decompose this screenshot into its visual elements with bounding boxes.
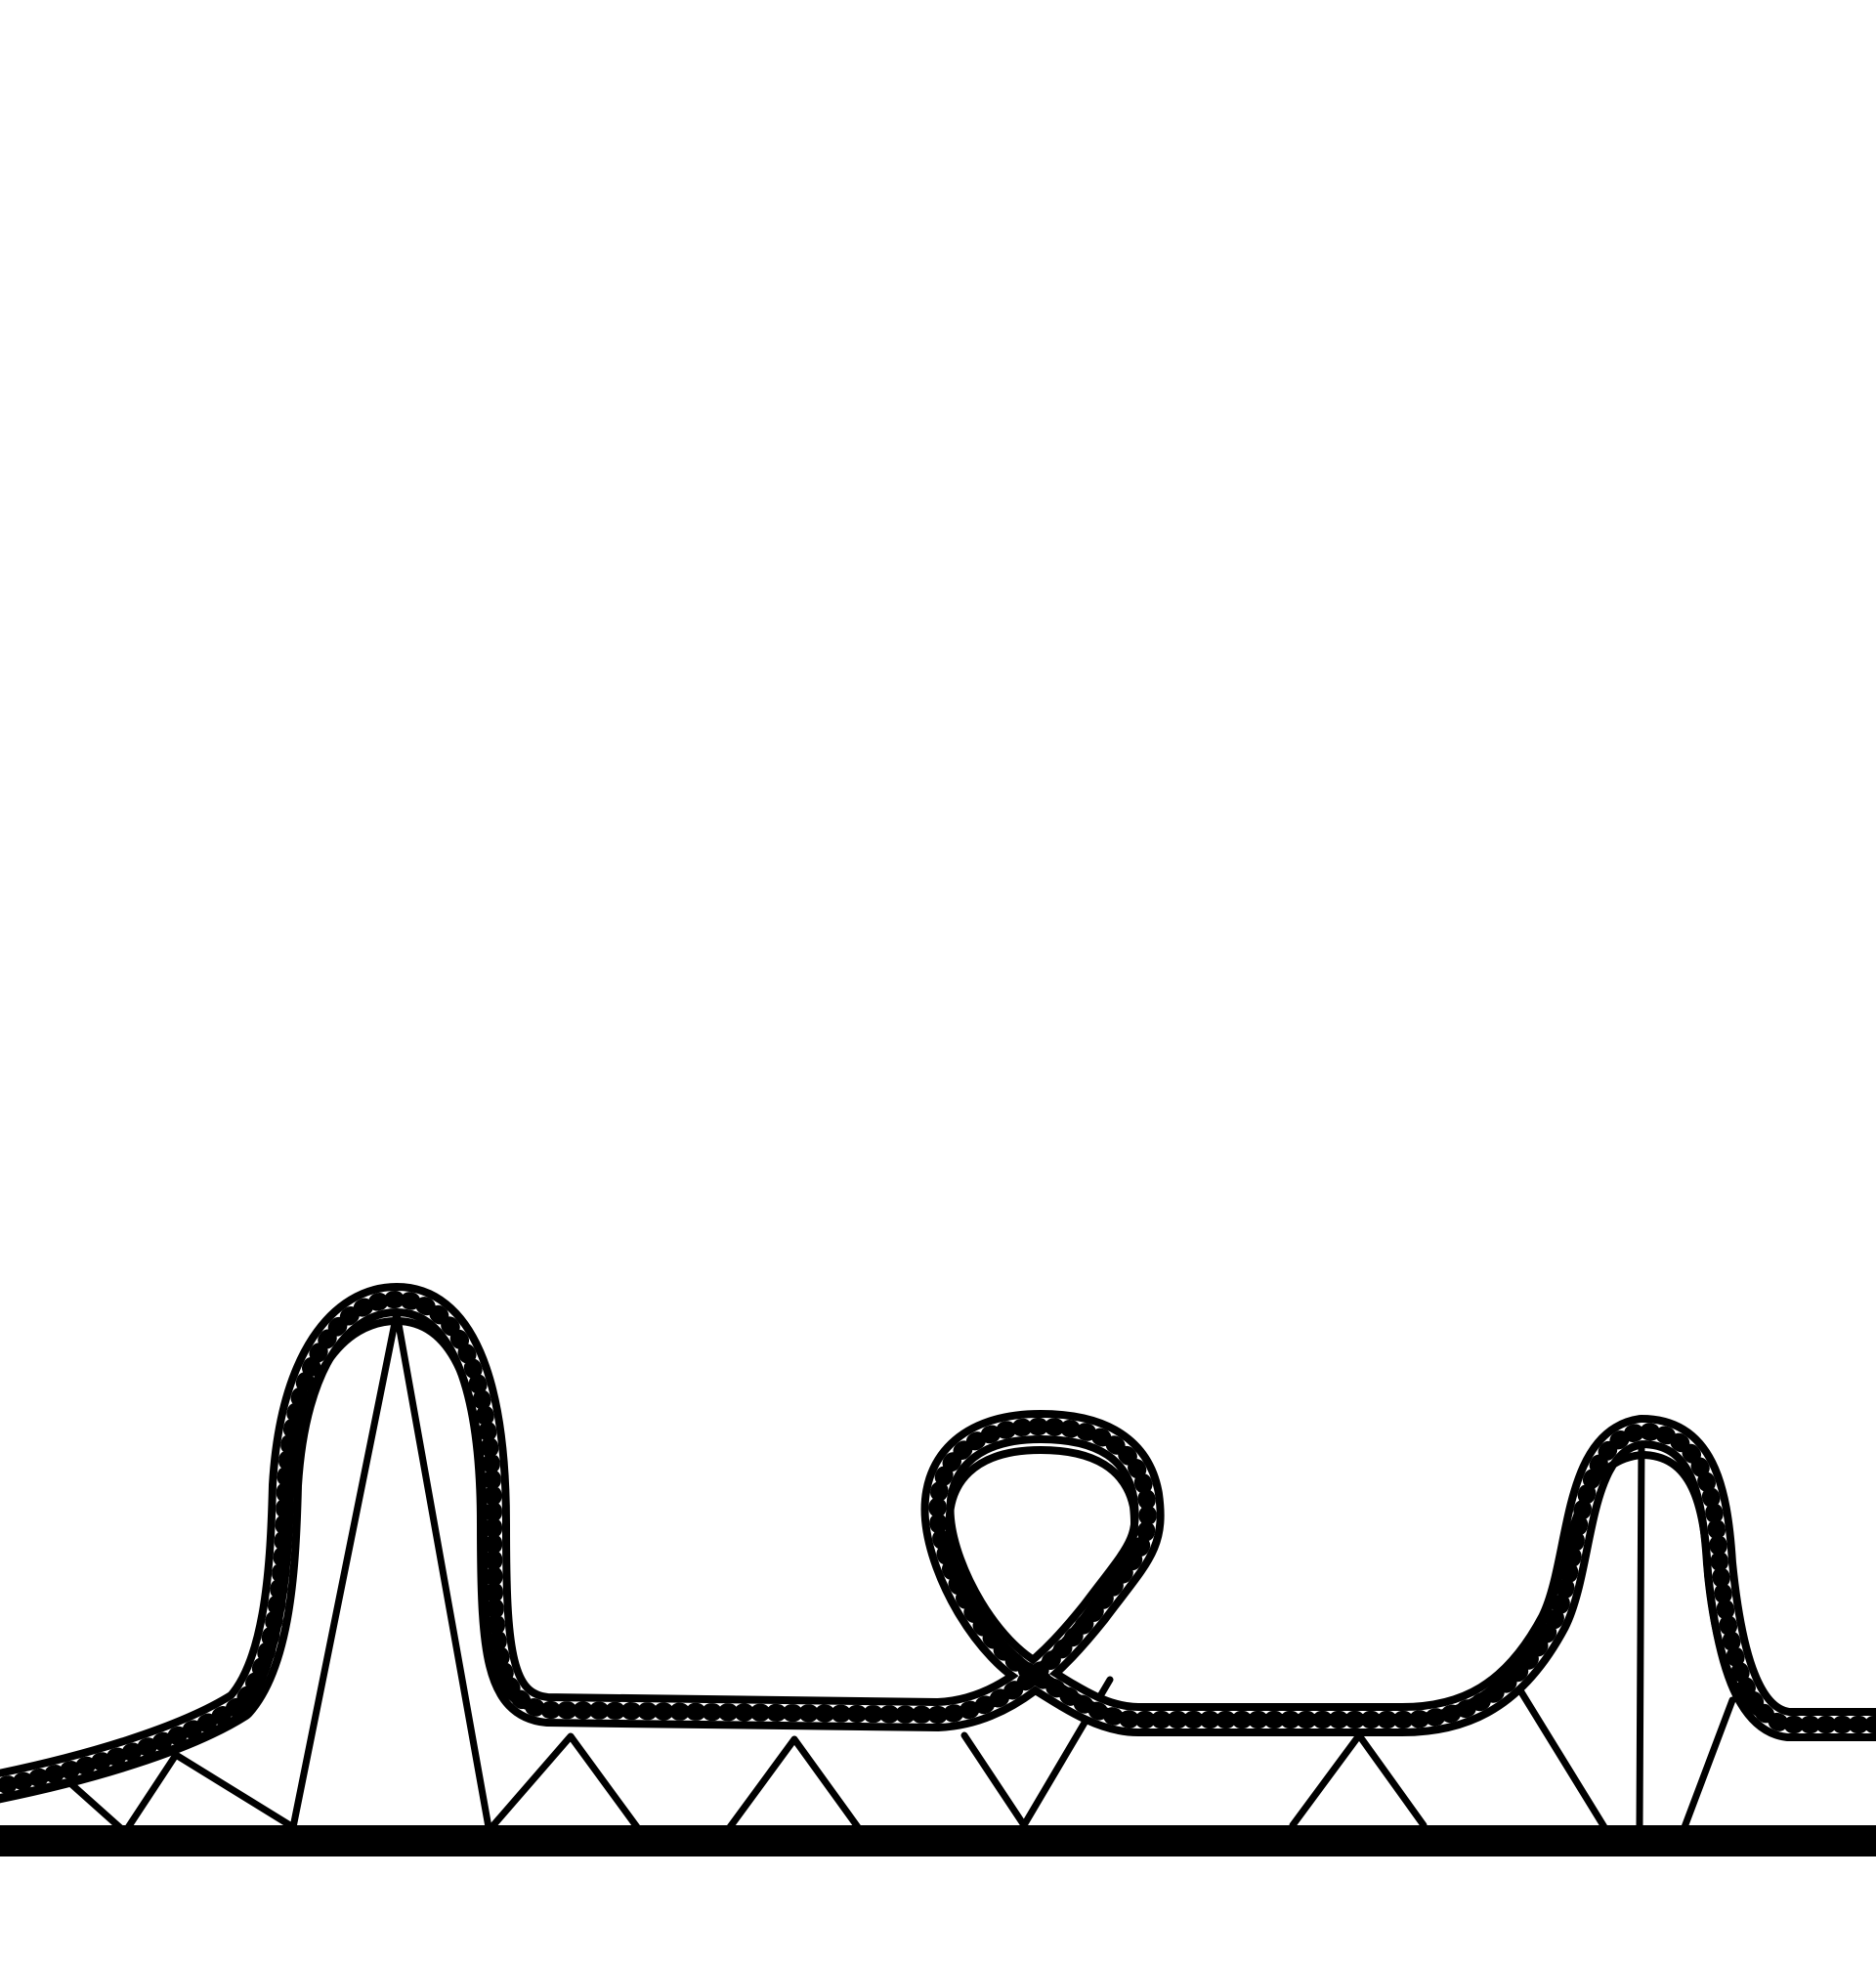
support-strut-4 xyxy=(726,1735,862,1831)
support-strut-8 xyxy=(1636,1437,1645,1831)
support-strut-1 xyxy=(66,1751,297,1836)
support-struts xyxy=(66,1309,1736,1836)
support-strut-3 xyxy=(490,1732,641,1831)
support-strut-9 xyxy=(1681,1696,1736,1831)
coaster-track xyxy=(0,1283,1876,1804)
support-strut-7 xyxy=(1512,1679,1608,1831)
track-inner-rail xyxy=(0,1317,1876,1803)
support-strut-6 xyxy=(1289,1731,1428,1829)
support-strut-2 xyxy=(289,1309,492,1831)
ground-beam xyxy=(0,1825,1876,1856)
